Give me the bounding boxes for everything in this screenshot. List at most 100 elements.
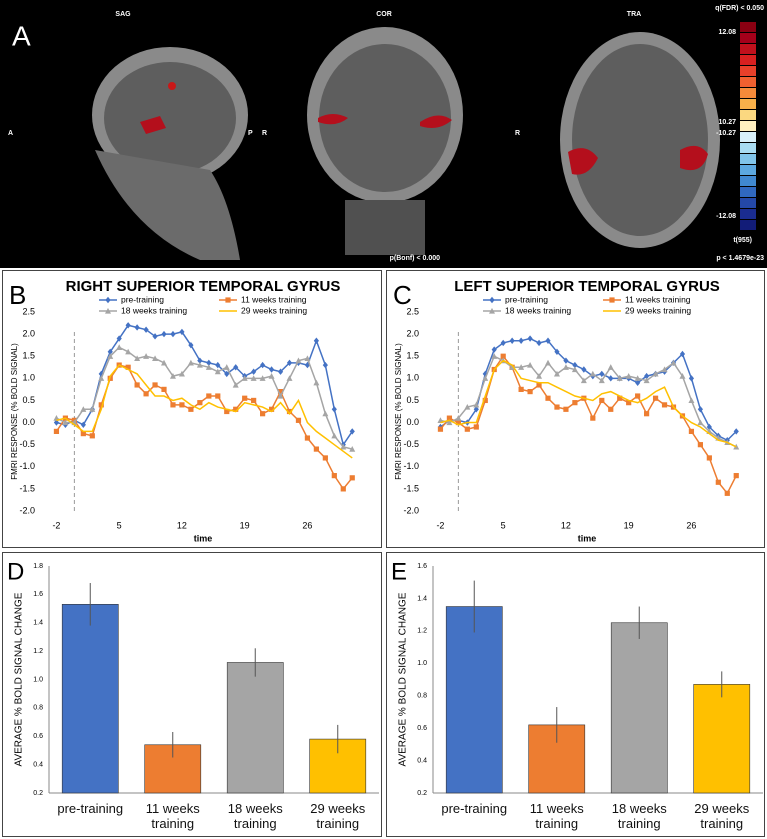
marker xyxy=(580,377,587,384)
legend-label: pre-training xyxy=(505,294,548,304)
y-tick-label: 1.4 xyxy=(33,620,43,627)
marker xyxy=(491,353,498,359)
marker xyxy=(295,357,302,364)
marker xyxy=(98,402,104,408)
series-line xyxy=(56,346,353,450)
legend-label: 18 weeks training xyxy=(505,305,571,315)
marker xyxy=(143,326,149,333)
y-tick-label: -1.0 xyxy=(19,461,35,471)
marker xyxy=(152,355,159,362)
marker xyxy=(473,401,480,408)
x-tick-label: 19 xyxy=(624,520,634,530)
marker xyxy=(143,391,149,397)
marker xyxy=(225,297,231,303)
marker xyxy=(473,424,479,430)
x-tick-label: 11 weeks training xyxy=(145,801,200,831)
marker xyxy=(626,400,632,406)
marker xyxy=(724,490,730,496)
marker xyxy=(553,370,560,377)
marker xyxy=(340,486,346,492)
colorbar-label: 12.08 xyxy=(718,29,736,36)
panel-label: B xyxy=(9,280,26,310)
bonf-label: p(Bonf) < 0.000 xyxy=(390,255,440,262)
marker xyxy=(134,355,141,362)
x-tick-label: 5 xyxy=(501,520,506,530)
marker xyxy=(116,344,123,350)
marker xyxy=(161,359,168,366)
x-tick-label: 26 xyxy=(686,520,696,530)
marker xyxy=(679,350,686,358)
legend-label: 29 weeks training xyxy=(241,305,307,315)
bar xyxy=(610,622,668,794)
marker xyxy=(250,375,257,381)
marker xyxy=(89,406,96,412)
y-tick-label: 1.0 xyxy=(33,676,43,683)
marker xyxy=(161,386,167,392)
marker xyxy=(295,417,302,423)
marker xyxy=(134,382,140,388)
marker xyxy=(644,411,650,417)
x-tick-label: -2 xyxy=(52,520,60,530)
marker xyxy=(608,406,614,412)
marker xyxy=(80,431,86,437)
chart: C LEFT SUPERIOR TEMPORAL GYRUS 2.5 2.0 1.5 1.… xyxy=(393,278,740,543)
bar xyxy=(61,604,119,794)
sagittal-image xyxy=(92,47,248,260)
marker xyxy=(482,397,488,404)
marker xyxy=(89,433,95,439)
marker xyxy=(688,375,695,382)
marker xyxy=(608,375,614,382)
marker xyxy=(590,415,596,421)
line-panel: B RIGHT SUPERIOR TEMPORAL GYRUS 2.5 2.0 1.5 1… xyxy=(2,270,382,548)
series-line xyxy=(440,359,737,448)
chart: B RIGHT SUPERIOR TEMPORAL GYRUS 2.5 2.0 1.5 1… xyxy=(9,278,356,543)
marker xyxy=(125,348,132,355)
marker xyxy=(215,361,221,369)
marker xyxy=(482,370,488,378)
marker xyxy=(152,382,158,388)
y-tick-label: 0.5 xyxy=(406,395,419,405)
bar-panel: E AVERAGE % BOLD SIGNAL CHANGE 1.6 1.4 1.2 1.… xyxy=(386,552,765,837)
marker xyxy=(554,348,560,355)
marker xyxy=(572,400,578,406)
marker xyxy=(322,455,328,461)
marker xyxy=(670,359,677,366)
marker xyxy=(232,381,239,388)
marker xyxy=(634,375,641,381)
y-axis-label: FMRI RESPONSE (% BOLD SIGNAL) xyxy=(394,343,403,480)
marker xyxy=(482,375,489,381)
marker xyxy=(161,330,167,338)
transverse-image xyxy=(560,32,720,248)
marker xyxy=(116,335,122,342)
legend-label: pre-training xyxy=(121,294,164,304)
stat-label: t(955) xyxy=(733,237,752,244)
x-tick-label: pre-training xyxy=(441,801,508,816)
marker xyxy=(733,473,739,479)
marker xyxy=(125,364,131,370)
y-axis-label: AVERAGE % BOLD SIGNAL CHANGE xyxy=(14,592,25,766)
marker xyxy=(706,455,712,461)
marker xyxy=(697,442,703,448)
y-tick-label: 2.0 xyxy=(22,328,35,338)
marker xyxy=(733,428,739,435)
marker xyxy=(188,406,194,412)
marker xyxy=(179,328,185,336)
marker xyxy=(563,406,569,412)
marker xyxy=(616,375,623,381)
x-tick-label: 11 weeks training xyxy=(529,801,584,831)
marker xyxy=(617,395,623,401)
x-tick-label: 12 xyxy=(561,520,571,530)
marker xyxy=(589,370,596,377)
panel-label: C xyxy=(393,280,412,310)
marker xyxy=(277,368,284,375)
panel-label: A xyxy=(12,20,31,51)
marker xyxy=(349,475,355,481)
x-tick-label: 12 xyxy=(177,520,187,530)
marker xyxy=(509,337,515,344)
x-tick-label: -2 xyxy=(436,520,444,530)
colorbar-title: q(FDR) < 0.050 xyxy=(715,5,764,12)
marker xyxy=(527,361,534,368)
marker xyxy=(53,428,60,434)
marker xyxy=(53,419,60,426)
